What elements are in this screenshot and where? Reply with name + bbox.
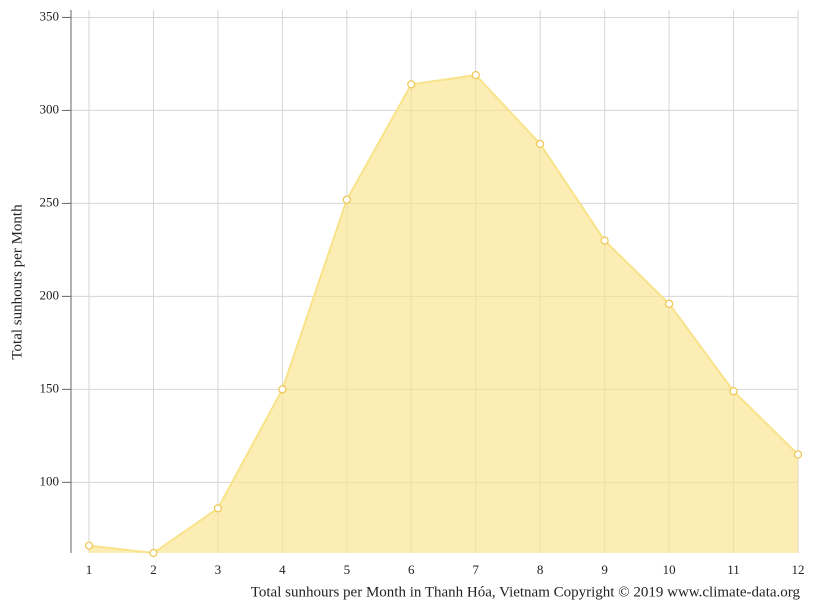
area [89, 75, 798, 553]
y-tick-label: 150 [40, 380, 60, 395]
x-tick-label: 4 [279, 562, 286, 577]
y-tick-label: 300 [40, 101, 60, 116]
x-tick-label: 10 [663, 562, 676, 577]
y-tick-label: 250 [40, 194, 60, 209]
point [793, 450, 803, 459]
point [600, 236, 609, 245]
y-tick-label: 200 [40, 287, 60, 302]
y-tick-label: 100 [40, 473, 60, 488]
point [342, 195, 351, 204]
x-tick-label: 1 [86, 562, 93, 577]
point [278, 385, 287, 394]
point [471, 70, 480, 80]
point [664, 299, 674, 308]
point [729, 387, 738, 396]
x-tick-label: 8 [537, 562, 544, 577]
x-tick-label: 11 [727, 562, 740, 577]
point [536, 139, 545, 148]
x-tick-label: 6 [408, 562, 415, 577]
y-axis-label: Total sunhours per Month [9, 204, 25, 360]
point [213, 504, 223, 513]
point [407, 80, 416, 89]
point [149, 548, 158, 558]
chart-title: Total sunhours per Month in Thanh Hóa, V… [251, 584, 801, 600]
x-tick-label: 3 [215, 562, 222, 577]
line [88, 74, 799, 555]
y-tick-label: 350 [40, 8, 60, 23]
x-tick-label: 9 [601, 562, 608, 577]
point [84, 541, 94, 550]
x-tick-label: 2 [150, 562, 157, 577]
x-tick-label: 7 [472, 562, 479, 577]
x-tick-label: 12 [792, 562, 805, 577]
x-tick-label: 5 [344, 562, 351, 577]
